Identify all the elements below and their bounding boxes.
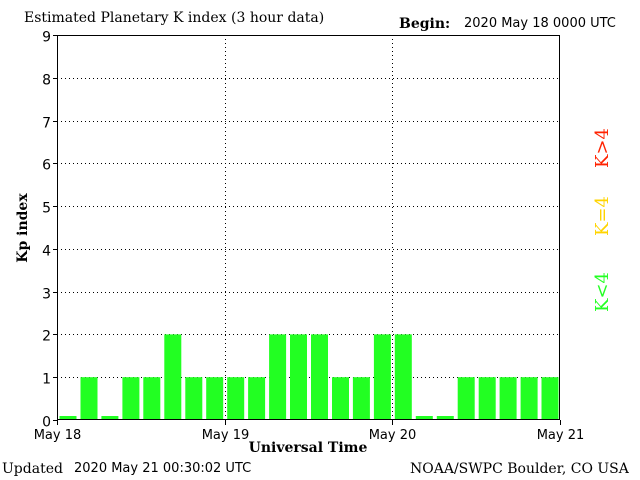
kp-bar (248, 377, 266, 420)
kp-bar (206, 377, 224, 420)
bars (59, 334, 559, 420)
kp-bar (352, 377, 370, 420)
plot-frame (57, 35, 560, 420)
kp-bar (122, 377, 140, 420)
y-tick-label: 8 (42, 73, 51, 89)
kp-bar (520, 377, 538, 420)
x-tick-label: May 18 (34, 428, 82, 443)
y-tick-label: 7 (42, 116, 51, 132)
kp-bar (541, 377, 559, 420)
kp-bar (80, 377, 98, 420)
y-tick-label: 9 (42, 30, 51, 46)
kp-bar (290, 334, 307, 420)
updated-label: Updated (2, 461, 63, 477)
kp-bar (457, 377, 475, 420)
kp-bar (478, 377, 496, 420)
y-tick-label: 5 (42, 201, 51, 217)
x-tick-label: May 19 (202, 428, 250, 443)
y-axis-ticks: 0 1 2 3 4 5 6 7 8 9 (42, 30, 57, 431)
kp-bar (143, 377, 161, 420)
kp-bar (436, 416, 454, 420)
kp-bar (227, 377, 245, 420)
grid-lines (57, 35, 560, 420)
y-tick-label: 3 (42, 287, 51, 303)
kp-bar (394, 334, 412, 420)
kp-bar (373, 334, 391, 420)
kp-bar (269, 334, 287, 420)
kp-bar (164, 334, 182, 420)
kp-bar (59, 416, 77, 420)
legend-high: K>4 (592, 128, 613, 168)
kp-bar (311, 334, 328, 420)
begin-label: Begin: (399, 16, 451, 32)
y-tick-label: 4 (42, 244, 51, 260)
legend-low: K<4 (592, 272, 613, 312)
begin-value: 2020 May 18 0000 UTC (464, 16, 616, 31)
kp-bar (185, 377, 203, 420)
x-axis-ticks: May 18 May 19 May 20 May 21 (34, 420, 585, 443)
x-tick-label: May 21 (537, 428, 585, 443)
y-tick-label: 2 (42, 329, 51, 345)
source-credit: NOAA/SWPC Boulder, CO USA (410, 461, 629, 477)
kp-bar (415, 416, 433, 420)
kp-bar (332, 377, 349, 420)
kp-bar (101, 416, 119, 420)
kp-bar (499, 377, 517, 420)
legend-equal: K=4 (592, 196, 613, 236)
x-axis-label: Universal Time (249, 440, 368, 456)
y-axis-label: Kp index (15, 193, 31, 263)
chart-title: Estimated Planetary K index (3 hour data… (24, 10, 325, 26)
y-tick-label: 1 (42, 372, 51, 388)
updated-value: 2020 May 21 00:30:02 UTC (74, 461, 252, 476)
y-tick-label: 0 (42, 415, 51, 431)
y-tick-label: 6 (42, 158, 51, 174)
x-tick-label: May 20 (369, 428, 417, 443)
